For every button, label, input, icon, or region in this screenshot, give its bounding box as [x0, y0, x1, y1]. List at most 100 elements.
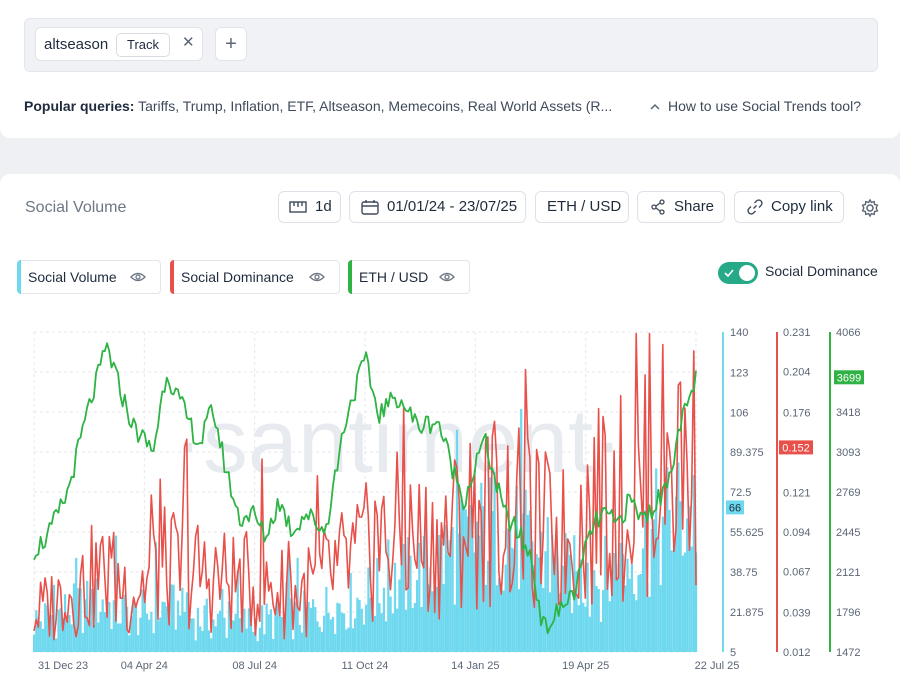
close-icon[interactable]: ✕	[182, 34, 195, 51]
price-tick-label: 2445	[836, 527, 860, 539]
social-volume-bar	[323, 615, 326, 652]
eye-icon[interactable]	[309, 271, 325, 283]
price-tick-label: 2769	[836, 487, 860, 499]
legend-label: ETH / USD	[359, 269, 429, 285]
toggle-knob	[739, 265, 755, 281]
social-volume-bar	[652, 519, 656, 652]
social-volume-bar	[351, 628, 354, 652]
social-volume-bar	[540, 531, 543, 652]
social-volume-bar	[108, 602, 111, 652]
social-volume-bar	[336, 602, 339, 652]
social-volume-bar	[112, 600, 115, 652]
social-volume-bar	[473, 552, 476, 652]
social-volume-bar	[480, 482, 483, 652]
social-volume-bar	[464, 509, 467, 652]
social-volume-bar	[597, 589, 600, 652]
social-volume-bar	[320, 632, 323, 652]
social-volume-bar	[449, 539, 452, 652]
social-volume-bar	[117, 623, 120, 652]
social-volume-bar	[265, 603, 268, 652]
social-volume-bar	[400, 548, 403, 652]
social-volume-bar	[57, 609, 60, 652]
social-volume-bar	[402, 543, 405, 652]
social-volume-bar	[90, 589, 93, 652]
social-volume-bar	[243, 608, 246, 652]
social-volume-bar	[121, 597, 124, 652]
social-volume-bar	[152, 633, 155, 652]
social-volume-bar	[267, 614, 270, 652]
popular-queries-list[interactable]: Tariffs, Trump, Inflation, ETF, Altseaso…	[138, 98, 613, 114]
interval-button[interactable]: 1d	[278, 191, 341, 223]
social-volume-bar	[478, 535, 481, 652]
social-volume-bar	[369, 597, 372, 652]
social-volume-bar	[593, 570, 596, 652]
chart-canvas[interactable]: ·santiment·14012310689.37572.555.62538.7…	[0, 174, 900, 686]
social-volume-bar	[683, 552, 687, 652]
social-volume-bar	[132, 601, 135, 652]
dominance-tick-label: 0.094	[783, 527, 811, 539]
social-volume-bar	[367, 567, 370, 652]
x-tick-label: 11 Oct 24	[342, 660, 389, 672]
social-volume-bar	[553, 563, 556, 652]
social-dominance-toggle[interactable]	[718, 262, 758, 284]
social-volume-bar	[250, 624, 253, 652]
toggle-label: Social Dominance	[765, 263, 878, 279]
social-volume-bar	[272, 639, 275, 652]
eye-icon[interactable]	[439, 271, 455, 283]
dominance-tick-label: 0.067	[783, 567, 811, 579]
volume-tick-label: 5	[730, 647, 736, 659]
social-volume-bar	[675, 496, 678, 652]
social-volume-bar	[190, 618, 193, 652]
social-volume-bar	[595, 585, 598, 652]
social-volume-bar	[522, 513, 525, 652]
social-volume-bar	[469, 504, 472, 652]
share-button[interactable]: Share	[637, 191, 725, 223]
social-volume-bar	[225, 637, 228, 652]
search-box[interactable]: altseason Track ✕ +	[24, 18, 878, 72]
social-volume-bar	[221, 588, 224, 652]
volume-tick-label: 72.5	[730, 487, 751, 499]
social-volume-bar	[365, 604, 368, 652]
social-volume-bar	[447, 553, 450, 652]
social-volume-bar	[360, 608, 363, 652]
legend-label: Social Volume	[28, 269, 117, 285]
legend-eth-usd[interactable]: ETH / USD	[348, 260, 470, 294]
social-volume-bar	[212, 619, 215, 652]
social-volume-bar	[179, 615, 182, 652]
social-volume-bar	[81, 633, 84, 652]
copy-link-button[interactable]: Copy link	[734, 191, 844, 223]
query-chip[interactable]: altseason Track ✕	[35, 27, 203, 61]
dominance-tick-label: 0.176	[783, 407, 811, 419]
date-range-button[interactable]: 01/01/24 - 23/07/25	[349, 191, 526, 223]
track-button[interactable]: Track	[116, 33, 171, 57]
volume-tick-label: 89.375	[730, 447, 764, 459]
search-panel: altseason Track ✕ + Popular queries: Tar…	[0, 0, 900, 138]
social-volume-bar	[420, 607, 423, 652]
social-volume-bar	[590, 581, 594, 652]
gear-icon[interactable]	[860, 198, 880, 218]
x-tick-label: 22 Jul 25	[695, 660, 740, 672]
social-dominance-line	[33, 332, 697, 641]
social-volume-bar	[493, 471, 496, 652]
social-volume-bar	[150, 611, 153, 652]
how-to-link[interactable]: How to use Social Trends tool?	[650, 98, 861, 114]
legend-social-volume[interactable]: Social Volume	[17, 260, 161, 294]
dominance-tick-label: 0.039	[783, 608, 811, 620]
social-volume-bar	[562, 565, 565, 652]
legend-social-dominance[interactable]: Social Dominance	[170, 260, 340, 294]
date-range-label: 01/01/24 - 23/07/25	[387, 198, 518, 215]
eye-icon[interactable]	[130, 271, 146, 283]
social-volume-bar	[511, 547, 514, 652]
social-volume-bar	[467, 516, 470, 652]
social-volume-bar	[258, 627, 261, 652]
social-volume-bar	[389, 596, 392, 652]
social-volume-bar	[123, 594, 126, 652]
social-volume-bar	[641, 548, 645, 652]
plus-icon[interactable]: +	[215, 27, 247, 61]
social-volume-bar	[95, 578, 98, 652]
pair-button[interactable]: ETH / USD	[535, 191, 629, 223]
social-volume-bar	[440, 541, 443, 652]
social-volume-bar	[64, 594, 67, 652]
social-volume-bar	[608, 601, 611, 652]
social-volume-bar	[486, 560, 490, 652]
